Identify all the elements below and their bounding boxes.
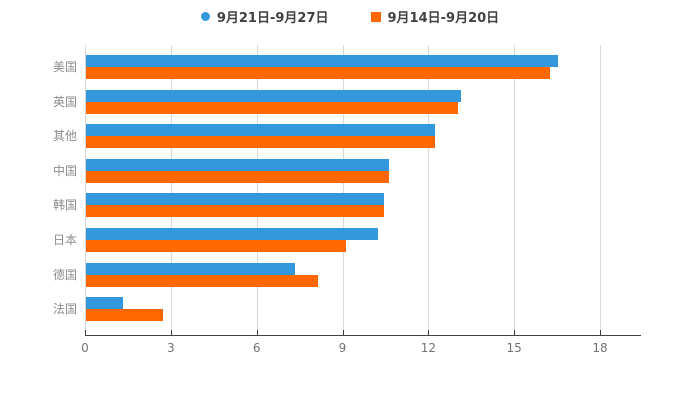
x-axis-line [85, 335, 641, 336]
gridline [600, 45, 601, 335]
category-label: 英国 [52, 94, 77, 109]
axis-tick-label: 15 [506, 341, 522, 355]
axis-tick [600, 330, 601, 335]
gridline [428, 45, 430, 335]
axis-tick [256, 330, 258, 335]
gridline [170, 45, 172, 335]
category-label: 中国 [52, 163, 77, 178]
bar [86, 274, 318, 287]
category-label: 法国 [52, 302, 77, 317]
legend-label-week-sep14-20: 9月14日-9月20日 [387, 11, 500, 26]
bar [86, 309, 164, 322]
bar [86, 297, 124, 310]
legend-square-marker-icon [370, 11, 381, 22]
bar [86, 124, 436, 137]
gridline [514, 45, 516, 335]
category-label: 韩国 [52, 198, 77, 213]
bar [86, 228, 378, 240]
chart-legend: 9月21日-9月27日 9月14日-9月20日 [0, 7, 700, 26]
bar [86, 158, 390, 171]
axis-tick [85, 330, 86, 335]
plot-area: 0 3 6 9 12 15 18 美国英国其他中国韩国日本德国法国 [53, 45, 641, 355]
bar [86, 205, 384, 218]
bar [86, 240, 347, 252]
legend-label-week-sep21-27: 9月21日-9月27日 [216, 11, 329, 26]
axis-tick [428, 330, 430, 335]
bar [86, 193, 384, 206]
bar [86, 89, 461, 102]
gridline [342, 45, 344, 335]
bar [86, 170, 390, 183]
legend-circle-marker-icon [200, 12, 210, 21]
axis-tick-label: 6 [252, 341, 261, 355]
axis-tick-label: 3 [167, 341, 175, 355]
axis-tick-label: 0 [81, 341, 89, 355]
gridline [256, 45, 258, 335]
axis-tick-label: 18 [592, 341, 608, 355]
axis-tick-label: 9 [338, 341, 347, 355]
bar [86, 55, 559, 67]
gridline [85, 45, 86, 335]
bar [86, 262, 295, 275]
legend-item-week-sep14-20[interactable]: 9月14日-9月20日 [370, 7, 500, 26]
axis-tick [170, 330, 172, 335]
bar [86, 67, 550, 79]
legend-item-week-sep21-27[interactable]: 9月21日-9月27日 [200, 7, 329, 26]
bar [86, 101, 458, 114]
bar [86, 136, 436, 149]
axis-tick [514, 330, 516, 335]
category-label: 其他 [52, 129, 77, 144]
axis-tick [342, 330, 344, 335]
category-label: 德国 [52, 267, 77, 282]
axis-tick-label: 12 [420, 341, 436, 355]
category-label: 日本 [52, 233, 77, 247]
category-label: 美国 [52, 60, 77, 74]
